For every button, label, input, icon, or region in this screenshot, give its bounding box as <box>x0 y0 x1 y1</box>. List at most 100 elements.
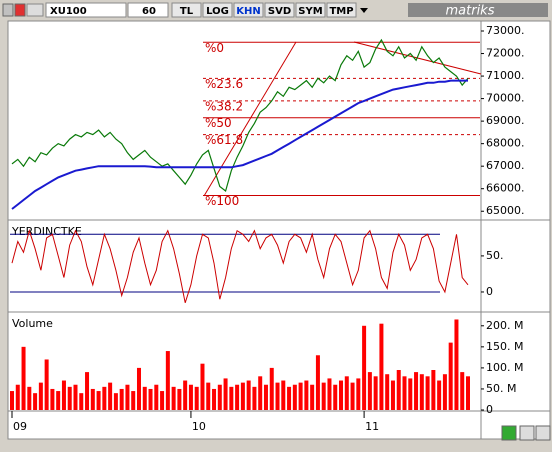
y-tick-label: 0 <box>486 285 493 298</box>
y-tick-label: 70000. <box>486 92 525 105</box>
volume-bar <box>148 388 153 410</box>
toolbar-button-label: KHN <box>236 6 261 17</box>
volume-bar <box>448 342 453 410</box>
volume-bar <box>125 384 130 410</box>
period: 60 <box>142 6 156 17</box>
volume-bar <box>67 386 72 410</box>
brand: matriks <box>446 4 495 19</box>
volume-bar <box>292 384 297 410</box>
volume-bar <box>385 374 390 410</box>
y-tick-label: 150. M <box>486 340 523 353</box>
volume-bar <box>414 372 419 410</box>
volume-bar <box>431 370 436 410</box>
volume-bar <box>373 376 378 410</box>
y-tick-label: 69000. <box>486 114 525 127</box>
dropdown[interactable] <box>360 8 368 13</box>
x-tick-label: 10 <box>192 420 206 433</box>
volume-bar <box>61 380 66 410</box>
volume-bar <box>206 382 211 410</box>
volume-bar <box>460 372 465 410</box>
fib-label: %61.8 <box>205 133 243 147</box>
volume-bar <box>90 388 95 410</box>
y-tick-label: 67000. <box>486 159 525 172</box>
volume-bar <box>165 351 170 410</box>
y-tick-label: 66000. <box>486 182 525 195</box>
volume-bar <box>390 380 395 410</box>
volume-bar <box>44 359 49 410</box>
brand-box <box>408 3 548 17</box>
fib-label: %23.6 <box>205 77 243 91</box>
y-tick-label: 73000. <box>486 24 525 37</box>
volume-bar <box>223 378 228 410</box>
volume-bar <box>154 384 159 410</box>
volume-bar <box>356 378 361 410</box>
volume-bar <box>344 376 349 410</box>
toolbar-button[interactable] <box>171 2 202 18</box>
volume-bar <box>96 391 101 410</box>
volume-bar <box>229 386 234 410</box>
toolbar-button[interactable] <box>326 2 357 18</box>
price-line <box>11 38 469 193</box>
volume-bar <box>50 388 55 410</box>
volume-bar <box>275 382 280 410</box>
volume-bar <box>310 384 315 410</box>
volume-bar <box>327 378 332 410</box>
x-tick-label: 11 <box>365 420 379 433</box>
y-tick-label: 0 <box>486 403 493 416</box>
volume-bar <box>367 372 372 410</box>
volume-bar <box>33 393 38 410</box>
volume-bar <box>454 319 459 410</box>
oscillator-line <box>11 228 469 303</box>
toolbar-button-label: SYM <box>298 6 322 17</box>
volume-bar <box>442 374 447 410</box>
volume-bar <box>252 386 257 410</box>
volume-bar <box>183 380 188 410</box>
refresh-button[interactable] <box>501 425 517 441</box>
volume-bar <box>287 386 292 410</box>
volume-bar <box>333 384 338 410</box>
trend-line <box>203 41 297 197</box>
icon[interactable] <box>26 3 44 17</box>
volume-bar <box>136 367 141 410</box>
volume-bar <box>131 391 136 410</box>
volume-bar <box>217 384 222 410</box>
toolbar-button-label: TMP <box>329 6 353 17</box>
symbol-box[interactable] <box>45 2 127 18</box>
toolbar-button[interactable] <box>233 2 264 18</box>
y-tick-label: 50. M <box>486 382 516 395</box>
volume-bar <box>85 372 90 410</box>
volume-bar <box>246 380 251 410</box>
fib-label: %100 <box>205 194 239 208</box>
scroll-button[interactable] <box>519 425 535 441</box>
volume-bar <box>102 386 107 410</box>
panel-title: Volume <box>12 317 53 330</box>
icon[interactable] <box>14 3 26 17</box>
fib-label: %50 <box>205 116 232 130</box>
scroll-button[interactable] <box>535 425 551 441</box>
volume-bar <box>339 380 344 410</box>
volume-bar <box>304 380 309 410</box>
buttons: TL LOG KHN SVD SYM TMP <box>171 2 357 18</box>
y-tick-label: 71000. <box>486 69 525 82</box>
icon[interactable] <box>2 3 14 17</box>
volume-bar <box>350 382 355 410</box>
period-box[interactable] <box>127 2 169 18</box>
y-tick-label: 100. M <box>486 361 523 374</box>
volume-bar <box>21 346 26 410</box>
volume-bar <box>396 370 401 410</box>
fib-label: %38.2 <box>205 99 243 113</box>
plot-area <box>7 20 551 440</box>
volume-bar <box>437 380 442 410</box>
volume-bar <box>425 376 430 410</box>
volume-bar <box>402 376 407 410</box>
toolbar-button[interactable] <box>264 2 295 18</box>
volume-bar <box>142 386 147 410</box>
toolbar-button[interactable] <box>202 2 233 18</box>
toolbar-button-label: LOG <box>206 6 229 17</box>
volume-bar <box>212 388 217 410</box>
volume-bar <box>160 391 165 410</box>
y-tick-label: 65000. <box>486 204 525 217</box>
toolbar-button[interactable] <box>295 2 326 18</box>
